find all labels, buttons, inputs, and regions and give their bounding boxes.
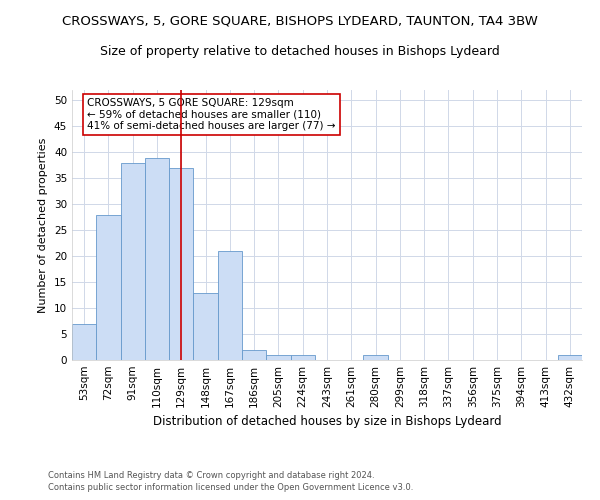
- Text: Contains HM Land Registry data © Crown copyright and database right 2024.: Contains HM Land Registry data © Crown c…: [48, 471, 374, 480]
- Text: CROSSWAYS, 5 GORE SQUARE: 129sqm
← 59% of detached houses are smaller (110)
41% : CROSSWAYS, 5 GORE SQUARE: 129sqm ← 59% o…: [88, 98, 336, 132]
- Bar: [364, 355, 388, 360]
- Bar: [121, 162, 145, 360]
- Text: Contains public sector information licensed under the Open Government Licence v3: Contains public sector information licen…: [48, 484, 413, 492]
- Bar: [72, 324, 96, 360]
- Bar: [266, 355, 290, 360]
- Bar: [242, 350, 266, 360]
- Bar: [558, 355, 582, 360]
- Bar: [169, 168, 193, 360]
- Text: CROSSWAYS, 5, GORE SQUARE, BISHOPS LYDEARD, TAUNTON, TA4 3BW: CROSSWAYS, 5, GORE SQUARE, BISHOPS LYDEA…: [62, 15, 538, 28]
- Bar: [218, 251, 242, 360]
- Bar: [193, 292, 218, 360]
- Y-axis label: Number of detached properties: Number of detached properties: [38, 138, 49, 312]
- Text: Size of property relative to detached houses in Bishops Lydeard: Size of property relative to detached ho…: [100, 45, 500, 58]
- Bar: [96, 214, 121, 360]
- Bar: [145, 158, 169, 360]
- Bar: [290, 355, 315, 360]
- X-axis label: Distribution of detached houses by size in Bishops Lydeard: Distribution of detached houses by size …: [152, 416, 502, 428]
